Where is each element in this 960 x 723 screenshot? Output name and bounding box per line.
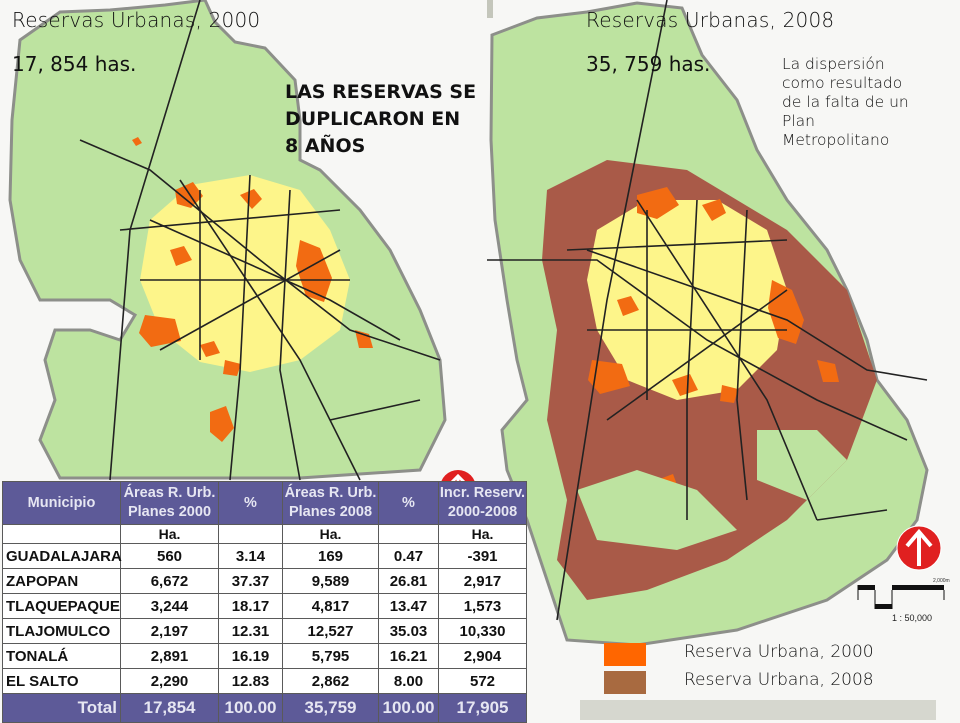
panel-divider (487, 0, 493, 18)
road-network (79, 0, 441, 481)
scale-bar-graphic: 2,000m (857, 578, 950, 609)
table-row: EL SALTO 2,290 12.83 2,862 8.00 572 (2, 668, 527, 694)
land-gaps (577, 430, 847, 550)
table-total-row: Total 17,854 100.00 35,759 100.00 17,905 (2, 693, 527, 723)
map-2000-panel: Reservas Urbanas, 2000 17, 854 has. LAS … (8, 0, 477, 506)
road-network (487, 0, 928, 621)
table-row: TLAJOMULCO 2,197 12.31 12,527 35.03 10,3… (2, 618, 527, 644)
map-2008-title: Reservas Urbanas, 2008 (586, 8, 835, 32)
col-header-pct-2000: % (218, 481, 283, 525)
table-row: GUADALAJARA 560 3.14 169 0.47 -391 (2, 543, 527, 569)
legend-swatch-2008 (604, 671, 646, 694)
north-arrow-icon (896, 525, 942, 571)
table-row: TLAQUEPAQUE 3,244 18.17 4,817 13.47 1,57… (2, 593, 527, 619)
col-header-municipio: Municipio (2, 481, 121, 525)
map-2008-area: 35, 759 has. (586, 52, 711, 76)
map-2008-callout: La dispersión como resultado de la falta… (782, 55, 909, 149)
col-header-increase: Incr. Reserv. 2000-2008 (438, 481, 527, 525)
scale-ratio: 1 : 50,000 (892, 613, 933, 623)
footer-bar (580, 700, 936, 720)
col-header-area-2008: Áreas R. Urb. Planes 2008 (282, 481, 379, 525)
reserve-2000-patches (132, 137, 373, 442)
map-2000-title: Reservas Urbanas, 2000 (12, 8, 261, 32)
col-header-pct-2008: % (378, 481, 439, 525)
svg-text:2,000m: 2,000m (933, 578, 950, 584)
table-row: TONALÁ 2,891 16.19 5,795 16.21 2,904 (2, 643, 527, 669)
map-2008-panel: 2,000m Reservas Urbanas, 2008 35, 759 ha… (487, 0, 960, 720)
map-2000-graphic (8, 0, 476, 506)
col-header-area-2000: Áreas R. Urb. Planes 2000 (120, 481, 219, 525)
map-2000-callout: LAS RESERVAS SE DUPLICARON EN 8 AÑOS (285, 81, 477, 157)
urban-area (587, 200, 787, 400)
map-2008-graphic: 2,000m (487, 0, 950, 647)
table-header-row: Municipio Áreas R. Urb. Planes 2000 % Áre… (2, 481, 527, 525)
legend-swatch-2000 (604, 643, 646, 666)
units-row: Ha. Ha. Ha. (2, 524, 527, 544)
reserves-table: Municipio Áreas R. Urb. Planes 2000 % Áre… (2, 481, 527, 723)
map-2000-area: 17, 854 has. (12, 52, 137, 76)
table-row: ZAPOPAN 6,672 37.37 9,589 26.81 2,917 (2, 568, 527, 594)
